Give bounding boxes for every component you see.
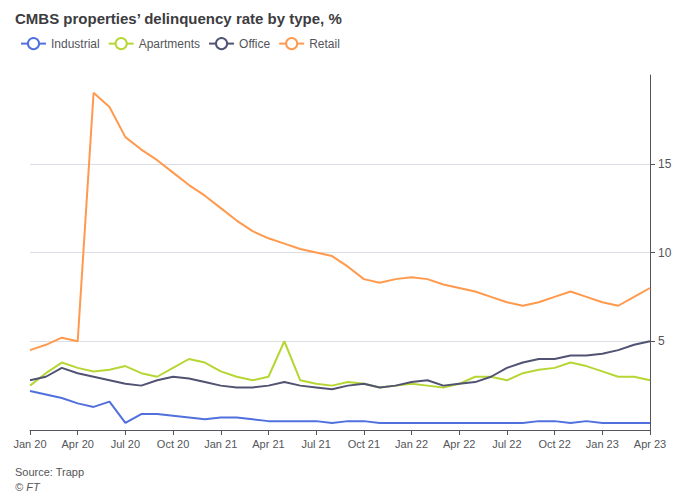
- svg-text:CMBS properties’ delinquency r: CMBS properties’ delinquency rate by typ…: [15, 10, 342, 27]
- svg-text:Office: Office: [239, 37, 270, 51]
- svg-text:Apr 22: Apr 22: [443, 438, 475, 450]
- svg-text:Source: Trapp: Source: Trapp: [15, 466, 84, 478]
- svg-text:Oct 21: Oct 21: [348, 438, 380, 450]
- svg-text:Retail: Retail: [309, 37, 340, 51]
- svg-text:Industrial: Industrial: [51, 37, 100, 51]
- svg-text:Apr 20: Apr 20: [61, 438, 93, 450]
- svg-text:Apartments: Apartments: [139, 37, 200, 51]
- svg-text:10: 10: [658, 246, 672, 260]
- svg-text:Oct 22: Oct 22: [538, 438, 570, 450]
- svg-text:Jul 22: Jul 22: [492, 438, 521, 450]
- svg-text:© FT: © FT: [15, 481, 41, 493]
- svg-text:Apr 21: Apr 21: [252, 438, 284, 450]
- svg-text:Jan 21: Jan 21: [204, 438, 237, 450]
- svg-text:5: 5: [658, 334, 665, 348]
- svg-text:Apr 23: Apr 23: [634, 438, 666, 450]
- svg-text:Jul 21: Jul 21: [301, 438, 330, 450]
- svg-text:Jul 20: Jul 20: [111, 438, 140, 450]
- svg-text:Jan 20: Jan 20: [13, 438, 46, 450]
- svg-text:15: 15: [658, 157, 672, 171]
- svg-text:Jan 22: Jan 22: [395, 438, 428, 450]
- svg-text:Oct 20: Oct 20: [157, 438, 189, 450]
- svg-text:Jan 23: Jan 23: [586, 438, 619, 450]
